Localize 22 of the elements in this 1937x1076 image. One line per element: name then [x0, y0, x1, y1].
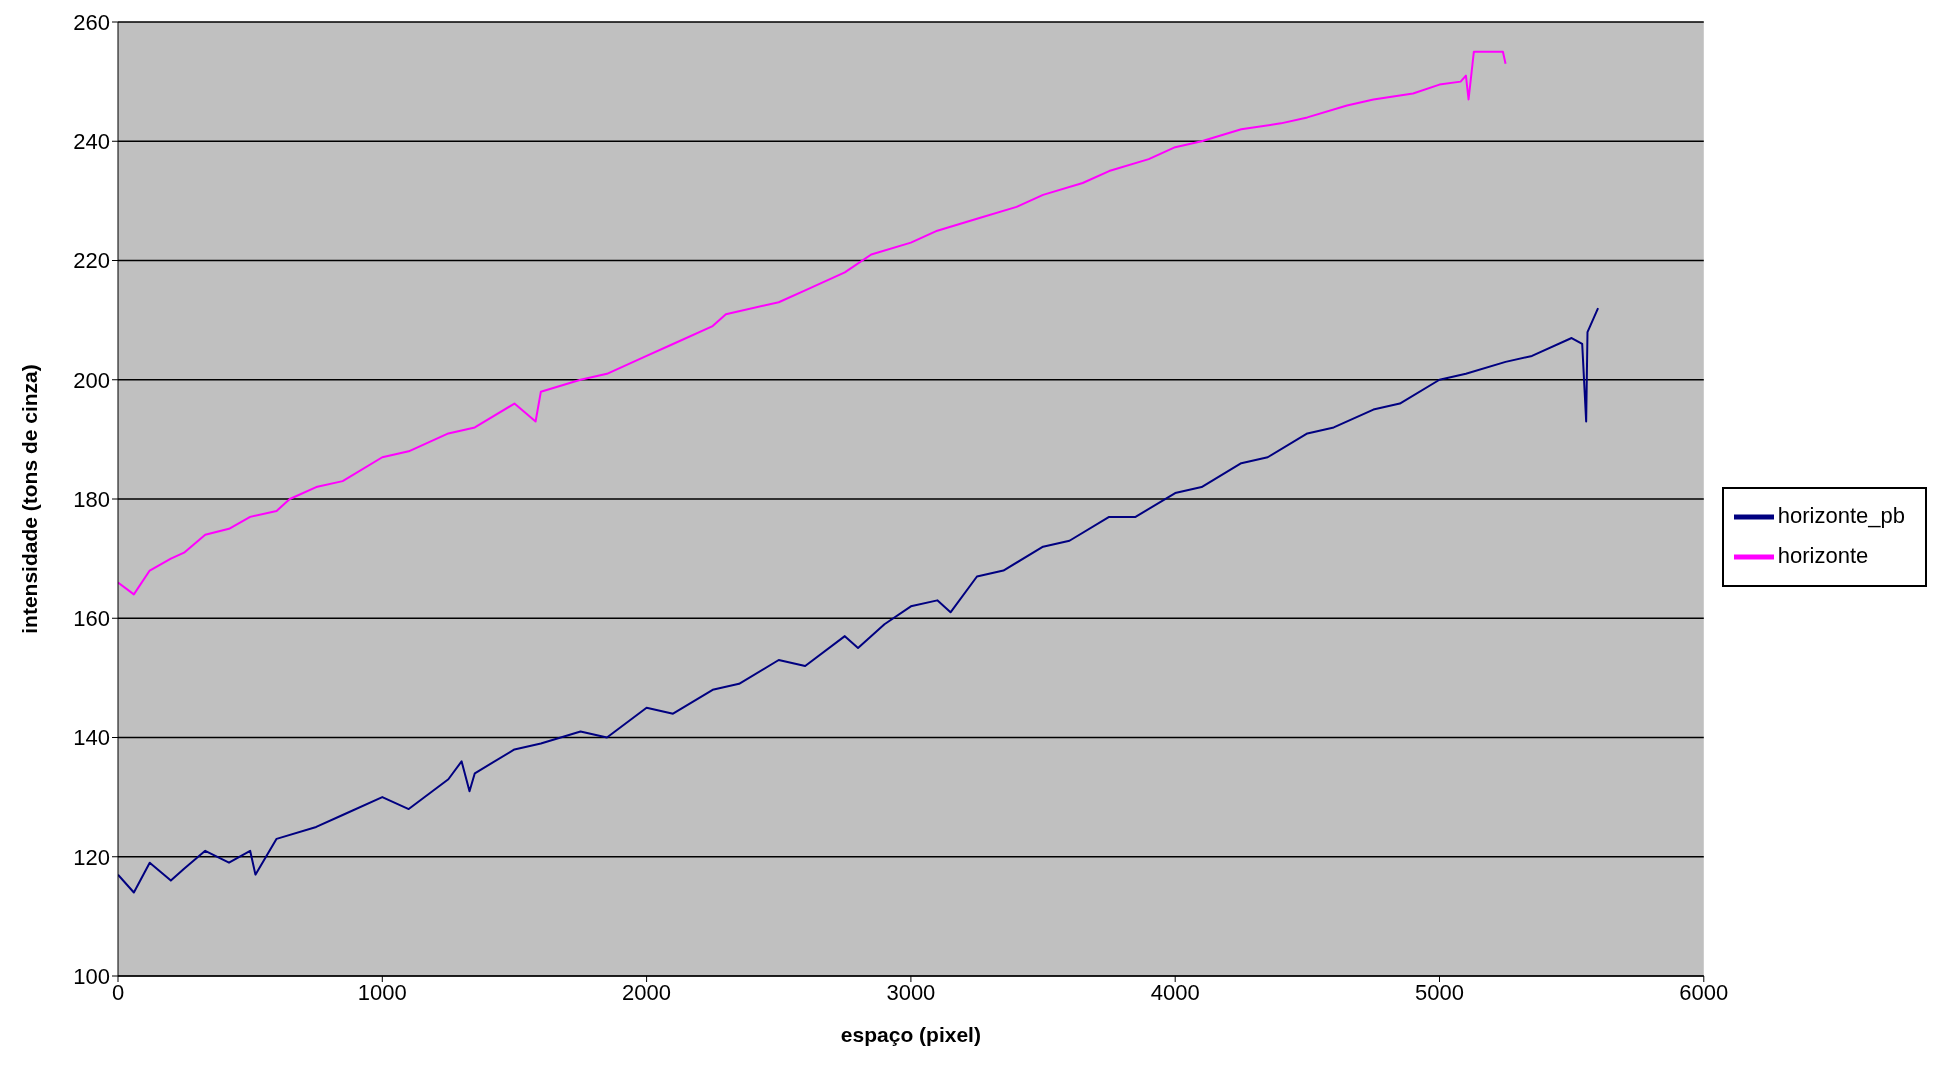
- y-tick-label: 180: [73, 486, 110, 512]
- y-tick-label: 240: [73, 129, 110, 155]
- y-tick-label: 140: [73, 725, 110, 751]
- x-tick-label: 1000: [357, 979, 407, 1005]
- y-tick-label: 120: [73, 844, 110, 870]
- y-tick-label: 160: [73, 606, 110, 632]
- legend-label: horizonte: [1777, 542, 1869, 568]
- y-tick-label: 220: [73, 248, 110, 274]
- y-axis-title: intensidade (tons de cinza): [18, 364, 42, 634]
- x-tick-label: 4000: [1150, 979, 1200, 1005]
- x-tick-label: 0: [111, 979, 125, 1005]
- legend-label: horizonte_pb: [1777, 502, 1905, 528]
- y-tick-label: 200: [73, 367, 110, 393]
- line-series: [118, 307, 1600, 894]
- x-tick-label: 2000: [622, 979, 672, 1005]
- y-tick-label: 100: [73, 963, 110, 989]
- x-tick-label: 6000: [1679, 979, 1729, 1005]
- line-series: [118, 50, 1507, 596]
- x-tick-label: 5000: [1415, 979, 1464, 1005]
- y-tick-label: 260: [73, 9, 110, 35]
- x-axis-title: espaço (pixel): [840, 1023, 981, 1046]
- x-tick-label: 3000: [886, 979, 936, 1005]
